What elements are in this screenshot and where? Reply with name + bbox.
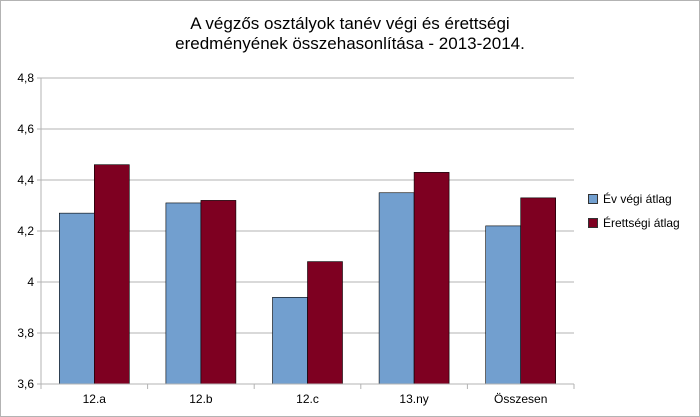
y-tick-label: 3,8 — [17, 326, 34, 340]
bar-erettsegi-4 — [520, 197, 557, 385]
bar-erettsegi-0 — [94, 164, 130, 385]
bars — [58, 164, 557, 385]
x-tick-label: 12.c — [296, 392, 319, 406]
bar-ev-vegi-0 — [58, 212, 95, 385]
y-tick-label: 4 — [27, 275, 34, 289]
bar-ev-vegi-1 — [165, 202, 202, 385]
y-tick-label: 3,6 — [17, 377, 34, 391]
y-tick-label: 4,8 — [17, 71, 34, 85]
legend-label-ev-vegi: Év végi átlag — [603, 192, 672, 206]
y-tick-label: 4,6 — [17, 122, 34, 136]
bar-erettsegi-1 — [200, 200, 237, 385]
x-tick-label: 12.b — [189, 392, 213, 406]
legend-swatch-ev-vegi — [588, 194, 598, 204]
chart-title: A végzős osztályok tanév végi és érettsé… — [175, 14, 525, 53]
axes: 3,6 3,8 4 4,2 4,4 4,6 4,8 12.a 12.b 12.c 13.ny Össz… — [17, 71, 575, 406]
x-tick-label: 13.ny — [399, 392, 428, 406]
legend-item-ev-vegi: Év végi átlag — [588, 187, 680, 211]
legend-label-erettsegi: Érettségi átlag — [603, 216, 680, 230]
legend: Év végi átlag Érettségi átlag — [588, 187, 680, 235]
x-tick-label: 12.a — [83, 392, 107, 406]
x-tick-label: Összesen — [494, 392, 547, 406]
bar-ev-vegi-4 — [485, 225, 522, 385]
y-tick-label: 4,2 — [17, 224, 34, 238]
bar-erettsegi-2 — [307, 261, 343, 385]
bar-ev-vegi-2 — [272, 296, 308, 385]
bar-ev-vegi-3 — [378, 192, 415, 385]
bar-erettsegi-3 — [413, 172, 450, 385]
legend-swatch-erettsegi — [588, 218, 598, 228]
y-tick-label: 4,4 — [17, 173, 34, 187]
legend-item-erettsegi: Érettségi átlag — [588, 211, 680, 235]
